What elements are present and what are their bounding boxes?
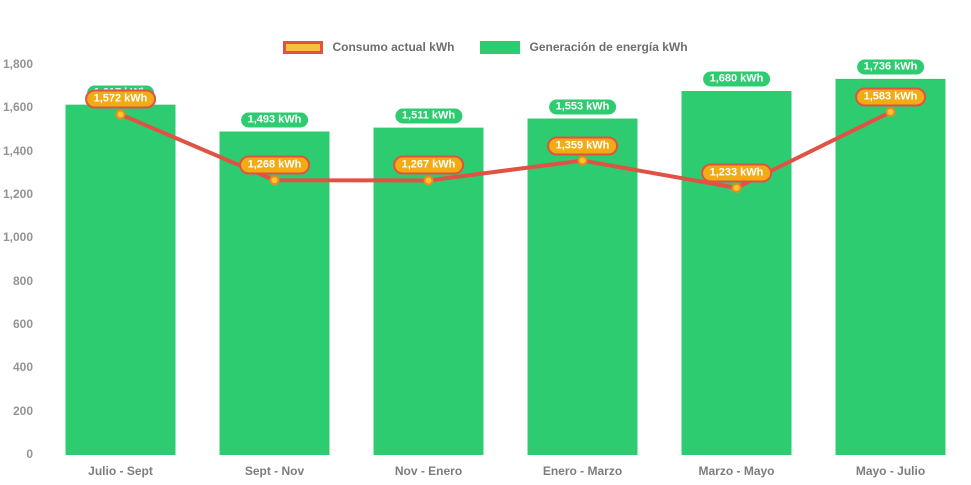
generation-value-label: 1,680 kWh — [700, 69, 773, 89]
legend-label-consumption: Consumo actual kWh — [332, 40, 455, 54]
y-tick-400: 400 — [12, 360, 33, 375]
y-tick-1,000: 1,000 — [2, 230, 33, 245]
consumption-value-label: 1,572 kWh — [84, 89, 157, 109]
line-point-julio-sept[interactable] — [115, 109, 126, 120]
y-tick-200: 200 — [12, 403, 33, 418]
x-label-enero-marzo: Enero - Marzo — [542, 464, 623, 478]
bar-mayo-julio[interactable] — [835, 78, 946, 455]
generation-swatch — [480, 40, 521, 54]
legend-item-generation[interactable]: Generación de energía kWh — [480, 40, 688, 54]
line-point-mayo-julio[interactable] — [885, 107, 896, 118]
line-point-enero-marzo[interactable] — [577, 155, 588, 166]
y-tick-1,600: 1,600 — [2, 100, 33, 115]
x-label-mayo-julio: Mayo - Julio — [855, 464, 926, 478]
y-tick-1,200: 1,200 — [2, 187, 33, 201]
line-point-marzo-mayo[interactable] — [731, 182, 742, 193]
y-tick-1,800: 1,800 — [2, 57, 33, 71]
line-point-sept-nov[interactable] — [269, 175, 280, 186]
legend-item-consumption[interactable]: Consumo actual kWh — [283, 40, 454, 54]
generation-value-label: 1,493 kWh — [238, 110, 311, 130]
consumption-value-label: 1,583 kWh — [854, 87, 927, 107]
legend-label-generation: Generación de energía kWh — [529, 40, 688, 54]
y-tick-1,400: 1,400 — [2, 143, 33, 158]
x-label-julio-sept: Julio - Sept — [88, 464, 153, 478]
x-label-nov-enero: Nov - Enero — [394, 464, 463, 478]
consumption-value-label: 1,268 kWh — [238, 155, 311, 175]
chart-legend: Consumo actual kWh Generación de energía… — [0, 40, 971, 54]
consumption-value-label: 1,267 kWh — [392, 155, 465, 175]
consumption-swatch — [283, 40, 324, 54]
bar-marzo-mayo[interactable] — [681, 91, 792, 455]
bar-enero-marzo[interactable] — [527, 118, 638, 456]
generation-value-label: 1,553 kWh — [546, 97, 619, 117]
generation-value-label: 1,511 kWh — [392, 106, 465, 126]
y-tick-600: 600 — [12, 317, 33, 331]
x-label-sept-nov: Sept - Nov — [244, 464, 305, 478]
consumption-value-label: 1,233 kWh — [700, 163, 773, 183]
bar-sept-nov[interactable] — [219, 131, 330, 455]
x-label-marzo-mayo: Marzo - Mayo — [698, 464, 775, 478]
line-point-nov-enero[interactable] — [423, 175, 434, 186]
bar-julio-sept[interactable] — [65, 104, 176, 456]
generation-value-label: 1,736 kWh — [854, 57, 927, 77]
y-tick-0: 0 — [26, 447, 33, 461]
y-tick-800: 800 — [12, 273, 33, 288]
consumption-value-label: 1,359 kWh — [546, 136, 619, 156]
